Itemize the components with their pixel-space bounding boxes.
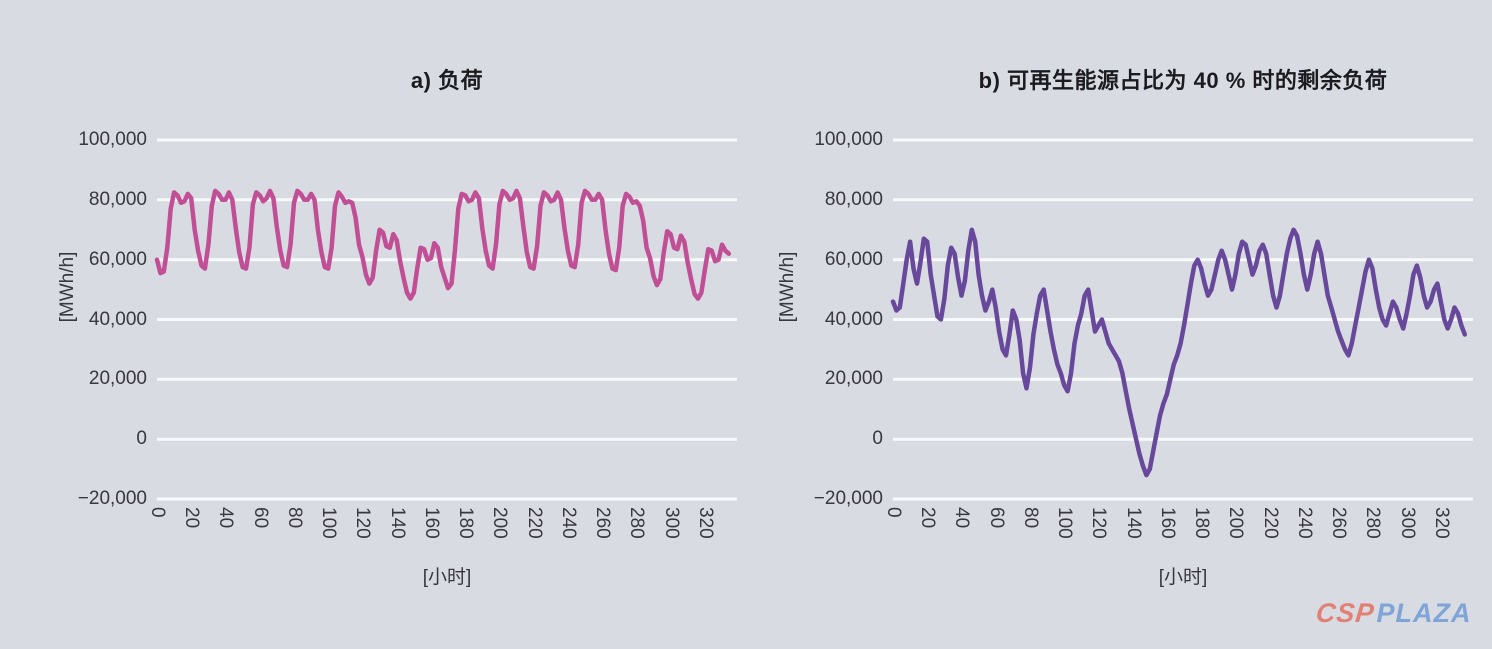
x-tick-label: 240 bbox=[557, 507, 579, 539]
x-tick-label: 220 bbox=[523, 507, 545, 539]
x-tick-label: 140 bbox=[386, 507, 408, 539]
line-series bbox=[154, 188, 732, 301]
plaza-logo-text: PLAZA bbox=[1376, 598, 1472, 628]
y-tick-label: 80,000 bbox=[88, 188, 147, 210]
chart-b-x-axis-label: [小时] bbox=[1158, 567, 1208, 588]
x-tick-label: 0 bbox=[147, 507, 168, 518]
y-tick-label: 0 bbox=[136, 428, 147, 450]
y-tick-label: 0 bbox=[872, 428, 883, 450]
chart-b-title: b) 可再生能源占比为 40 % 时的剩余负荷 bbox=[978, 68, 1388, 93]
x-tick-label: 300 bbox=[1396, 507, 1418, 539]
y-tick-label: 80,000 bbox=[824, 188, 883, 210]
x-tick-label: 160 bbox=[1156, 507, 1178, 539]
chart-b-residual-load: b) 可再生能源占比为 40 % 时的剩余负荷 [MWh/h] [小时] 100… bbox=[746, 0, 1492, 649]
load-line-chart bbox=[154, 138, 737, 501]
x-tick-label: 180 bbox=[1191, 507, 1213, 539]
x-tick-label: 260 bbox=[592, 507, 614, 539]
x-tick-label: 300 bbox=[660, 507, 682, 539]
x-tick-label: 60 bbox=[249, 507, 271, 529]
x-tick-label: 280 bbox=[626, 507, 648, 539]
y-tick-label: 60,000 bbox=[824, 248, 883, 270]
x-tick-label: 40 bbox=[951, 507, 973, 529]
x-tick-label: 160 bbox=[420, 507, 442, 539]
x-tick-label: 180 bbox=[455, 507, 477, 539]
y-tick-label: 20,000 bbox=[88, 368, 147, 390]
y-tick-label: −20,000 bbox=[813, 488, 883, 509]
x-tick-label: 260 bbox=[1328, 507, 1350, 539]
chart-b-y-axis-label: [MWh/h] bbox=[777, 251, 798, 323]
x-tick-label: 320 bbox=[694, 507, 716, 539]
y-tick-label: 40,000 bbox=[88, 308, 147, 330]
x-tick-label: 60 bbox=[985, 507, 1007, 529]
x-tick-label: 80 bbox=[283, 507, 305, 529]
x-tick-label: 20 bbox=[181, 507, 203, 529]
csp-plaza-watermark: CSPPLAZA bbox=[1314, 598, 1472, 629]
y-tick-label: 40,000 bbox=[824, 308, 883, 330]
chart-a-title: a) 负荷 bbox=[410, 68, 484, 93]
x-tick-label: 100 bbox=[1054, 507, 1076, 539]
chart-a-plot-area bbox=[154, 138, 737, 501]
csp-logo-text: CSP bbox=[1314, 598, 1377, 628]
chart-b-plot-area bbox=[890, 138, 1473, 501]
x-tick-label: 320 bbox=[1430, 507, 1452, 539]
y-tick-label: 20,000 bbox=[824, 368, 883, 390]
chart-a-x-axis-label: [小时] bbox=[422, 567, 472, 588]
residual-load-line-chart bbox=[890, 138, 1473, 501]
y-tick-label: 60,000 bbox=[88, 248, 147, 270]
x-tick-label: 120 bbox=[352, 507, 374, 539]
x-tick-label: 20 bbox=[917, 507, 939, 529]
x-tick-label: 80 bbox=[1019, 507, 1041, 529]
x-tick-label: 140 bbox=[1122, 507, 1144, 539]
x-tick-label: 200 bbox=[1225, 507, 1247, 539]
y-tick-label: 100,000 bbox=[814, 129, 883, 150]
y-tick-label: −20,000 bbox=[77, 488, 147, 509]
x-tick-label: 120 bbox=[1088, 507, 1110, 539]
x-tick-label: 280 bbox=[1362, 507, 1384, 539]
x-tick-label: 220 bbox=[1259, 507, 1281, 539]
x-tick-label: 100 bbox=[318, 507, 340, 539]
x-tick-label: 240 bbox=[1293, 507, 1315, 539]
x-tick-label: 40 bbox=[215, 507, 237, 529]
y-tick-label: 100,000 bbox=[78, 129, 147, 150]
chart-a-y-axis-label: [MWh/h] bbox=[57, 251, 78, 323]
chart-a-load: a) 负荷 [MWh/h] [小时] 100,000 80,000 60,000 40… bbox=[57, 68, 737, 588]
x-tick-label: 200 bbox=[489, 507, 511, 539]
line-series bbox=[890, 227, 1468, 478]
x-tick-label: 0 bbox=[883, 507, 904, 518]
